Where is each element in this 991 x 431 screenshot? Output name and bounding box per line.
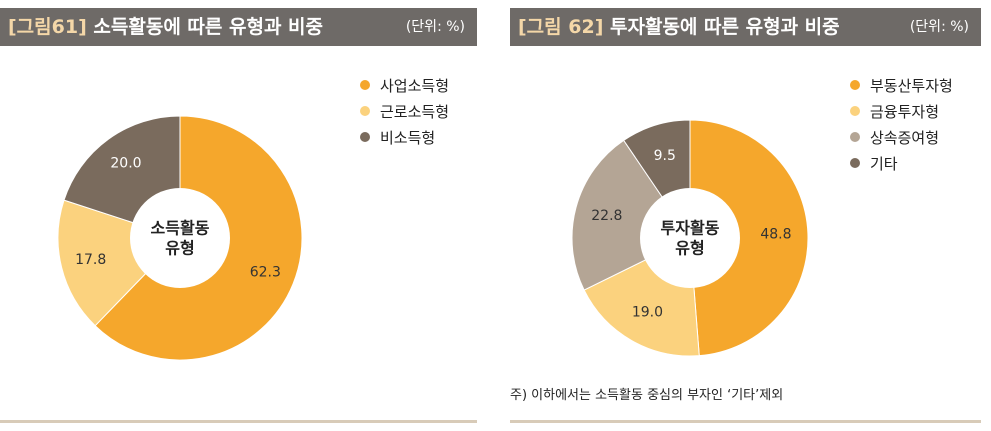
figure-62-title: 투자활동에 따른 유형과 비중 bbox=[610, 16, 840, 38]
legend-swatch bbox=[360, 80, 370, 90]
slice-value-label: 19.0 bbox=[632, 305, 663, 321]
donut-center-label: 유형 bbox=[165, 239, 194, 258]
legend-swatch bbox=[360, 132, 370, 142]
figure-62-title-line: [그림 62] 투자활동에 따른 유형과 비중 bbox=[518, 8, 840, 46]
figure-62-tag: [그림 62] bbox=[518, 16, 604, 38]
slice-value-label: 20.0 bbox=[110, 156, 141, 172]
legend-label: 부동산투자형 bbox=[870, 76, 953, 95]
figure-61-title: 소득활동에 따른 유형과 비중 bbox=[93, 16, 324, 38]
legend-item: 근로소득형 bbox=[360, 98, 449, 124]
slice-value-label: 62.3 bbox=[250, 265, 281, 281]
legend-label: 사업소득형 bbox=[380, 76, 450, 95]
figure-62-footnote: 주) 이하에서는 소득활동 중심의 부자인 ‘기타’제외 bbox=[510, 388, 784, 403]
figure-62-panel: [그림 62] 투자활동에 따른 유형과 비중 (단위: %) 48.8 19.0… bbox=[510, 0, 991, 431]
legend-swatch bbox=[360, 106, 370, 116]
donut-center-label: 투자활동 bbox=[661, 219, 720, 238]
pie-slice-3 bbox=[571, 139, 691, 291]
legend-item: 기타 bbox=[850, 150, 953, 176]
legend-label: 비소득형 bbox=[380, 128, 436, 147]
legend-swatch bbox=[850, 106, 860, 116]
donut-hole bbox=[640, 188, 740, 288]
legend-swatch bbox=[850, 132, 860, 142]
slice-value-label: 48.8 bbox=[760, 227, 791, 243]
figure-62-bottom-rule bbox=[510, 420, 981, 423]
figure-61-bottom-rule bbox=[0, 420, 477, 423]
legend-swatch bbox=[850, 158, 860, 168]
figure-61-tag: [그림61] bbox=[8, 16, 87, 38]
slice-value-label: 22.8 bbox=[591, 208, 622, 224]
donut-center-label: 유형 bbox=[675, 239, 704, 258]
legend-item: 비소득형 bbox=[360, 124, 449, 150]
legend-item: 금융투자형 bbox=[850, 98, 953, 124]
donut-hole bbox=[130, 188, 230, 288]
slice-value-label: 9.5 bbox=[654, 148, 676, 164]
figure-62-unit: (단위: %) bbox=[909, 19, 969, 35]
figure-61-unit: (단위: %) bbox=[405, 19, 465, 35]
legend-label: 기타 bbox=[870, 154, 898, 173]
legend-item: 상속증여형 bbox=[850, 124, 953, 150]
figure-61-header: [그림61] 소득활동에 따른 유형과 비중 (단위: %) bbox=[0, 8, 477, 46]
legend-label: 금융투자형 bbox=[870, 102, 940, 121]
slice-value-label: 17.8 bbox=[75, 252, 106, 268]
legend-item: 부동산투자형 bbox=[850, 72, 953, 98]
legend-item: 사업소득형 bbox=[360, 72, 449, 98]
donut-center-label: 소득활동 bbox=[151, 219, 210, 238]
figure-62-header: [그림 62] 투자활동에 따른 유형과 비중 (단위: %) bbox=[510, 8, 981, 46]
figure-61-panel: [그림61] 소득활동에 따른 유형과 비중 (단위: %) 62.3 17.8 2… bbox=[0, 0, 481, 431]
legend-label: 상속증여형 bbox=[870, 128, 940, 147]
legend-label: 근로소득형 bbox=[380, 102, 450, 121]
legend-swatch bbox=[850, 80, 860, 90]
figure-61-title-line: [그림61] 소득활동에 따른 유형과 비중 bbox=[8, 8, 323, 46]
pie-slice-1 bbox=[689, 119, 809, 357]
